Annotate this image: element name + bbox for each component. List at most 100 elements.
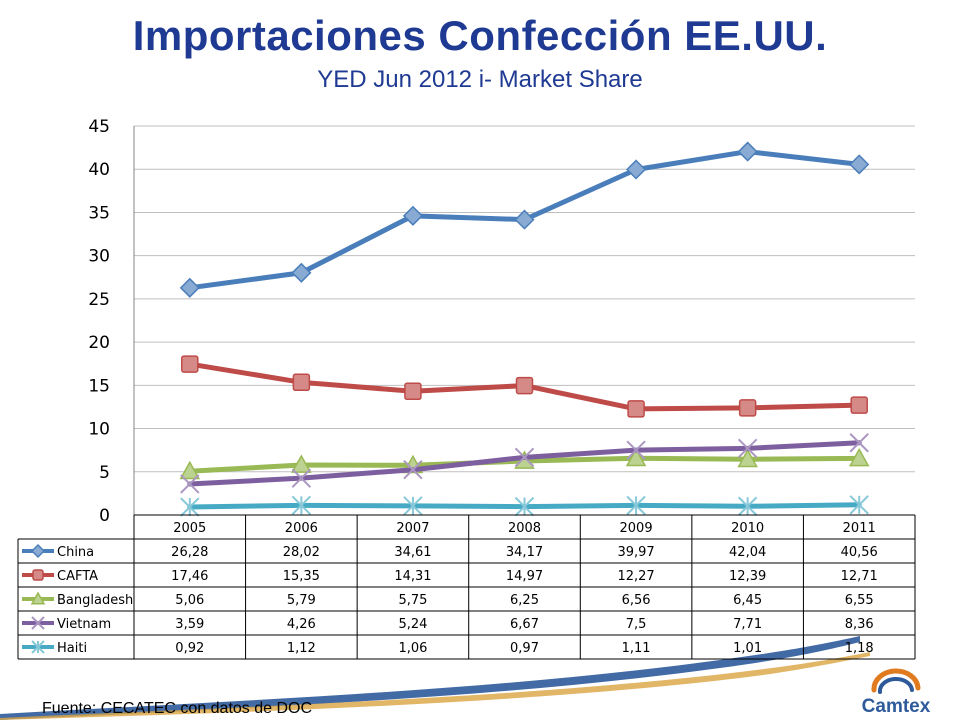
legend-entry: Vietnam	[57, 617, 111, 632]
data-point-bangladesh	[179, 460, 201, 480]
legend-marker	[30, 591, 46, 605]
table-cell: 12,71	[841, 569, 878, 584]
y-tick-label: 45	[88, 117, 110, 137]
y-tick-label: 0	[99, 506, 110, 526]
y-tick-label: 35	[88, 203, 110, 223]
data-point-vietnam	[180, 474, 200, 494]
series-china	[179, 141, 870, 298]
data-point-bangladesh	[625, 447, 647, 467]
legend-entry: Haiti	[57, 641, 87, 656]
x-tick-label: 2008	[508, 521, 541, 536]
x-tick-label: 2009	[620, 521, 653, 536]
table-cell: 8,36	[845, 617, 874, 632]
marker-stroke	[180, 474, 200, 494]
data-point-china	[179, 277, 200, 298]
table-cell: 5,24	[398, 617, 427, 632]
slide-subtitle: YED Jun 2012 i- Market Share	[317, 66, 643, 93]
table-cell: 12,39	[729, 569, 766, 584]
table-cell: 6,25	[510, 593, 539, 608]
data-point-vietnam	[514, 447, 535, 468]
legend-marker	[31, 640, 45, 654]
series-vietnam	[180, 433, 869, 494]
data-point-cafta	[181, 355, 199, 373]
footer-swoosh	[0, 636, 870, 720]
data-point-haiti	[180, 497, 200, 517]
table-cell: 5,75	[398, 593, 427, 608]
data-point-haiti	[514, 496, 535, 517]
data-point-bangladesh	[737, 448, 758, 468]
logo-arc-icon	[871, 668, 921, 693]
y-tick-label: 15	[88, 376, 110, 396]
legend-entry: Bangladesh	[57, 593, 133, 608]
table-cell: 6,56	[622, 593, 651, 608]
table-cell: 15,35	[283, 569, 320, 584]
table-cell: 12,27	[617, 569, 654, 584]
x-tick-label: 2010	[731, 521, 764, 536]
slide-title: Importaciones Confección EE.UU.	[132, 12, 828, 59]
camtex-logo: Camtex	[862, 668, 931, 717]
data-point-china	[737, 141, 758, 162]
table-cell: 26,28	[171, 545, 208, 560]
legend-key-vietnam	[22, 616, 54, 630]
source-note: Fuente: CECATEC con datos de DOC	[42, 700, 313, 717]
table-cell: 3,59	[175, 617, 204, 632]
table-cell: 34,61	[394, 545, 431, 560]
marker-stroke	[626, 440, 646, 460]
table-cell: 14,31	[394, 569, 431, 584]
table-cell: 14,97	[506, 569, 543, 584]
legend-key-bangladesh	[22, 591, 54, 605]
data-point-cafta	[627, 400, 645, 418]
table-cell: 7,5	[626, 617, 647, 632]
data-point-vietnam	[626, 440, 646, 460]
marker-stroke	[849, 433, 869, 453]
table-cell: 17,46	[171, 569, 208, 584]
x-tick-label: 2011	[843, 521, 876, 536]
legend-entry: CAFTA	[57, 569, 98, 584]
data-point-vietnam	[737, 438, 758, 459]
table-cell: 4,26	[287, 617, 316, 632]
y-tick-label: 25	[88, 290, 110, 310]
data-point-cafta	[404, 382, 422, 401]
table-cell: 1,01	[733, 641, 762, 656]
table-cell: 40,56	[841, 545, 878, 560]
data-point-vietnam	[403, 459, 423, 480]
y-tick-label: 40	[88, 160, 110, 180]
table-cell: 1,11	[622, 641, 651, 656]
data-point-haiti	[737, 496, 758, 516]
legend-marker	[32, 569, 44, 581]
data-point-cafta	[850, 396, 868, 414]
x-tick-label: 2005	[173, 521, 206, 536]
table-cell: 6,55	[845, 593, 874, 608]
data-point-haiti	[626, 495, 646, 516]
data-point-china	[626, 159, 647, 180]
x-tick-label: 2006	[285, 521, 318, 536]
marker-stroke	[514, 447, 535, 468]
table-cell: 0,92	[175, 641, 204, 656]
data-point-cafta	[515, 376, 534, 395]
legend-key-china	[22, 543, 54, 559]
table-cell: 5,06	[175, 593, 204, 608]
data-point-haiti	[291, 495, 312, 516]
marker-stroke	[31, 616, 45, 630]
marker-stroke	[291, 468, 312, 488]
data-point-cafta	[738, 399, 757, 417]
marker-stroke	[403, 459, 423, 480]
table-cell: 1,18	[845, 641, 874, 656]
legend-key-cafta	[22, 569, 54, 581]
data-point-vietnam	[291, 468, 312, 488]
data-point-cafta	[292, 373, 311, 392]
series-haiti	[180, 495, 869, 517]
series-cafta	[181, 355, 868, 418]
data-point-haiti	[849, 495, 869, 515]
table-cell: 39,97	[617, 545, 654, 560]
table-cell: 6,45	[733, 593, 762, 608]
table-cell: 34,17	[506, 545, 543, 560]
table-cell: 1,06	[398, 641, 427, 656]
data-point-bangladesh	[848, 447, 870, 467]
table-cell: 0,97	[510, 641, 539, 656]
marker-stroke	[737, 438, 758, 459]
y-tick-label: 30	[88, 247, 110, 267]
data-point-haiti	[403, 496, 423, 516]
logo-text: Camtex	[862, 696, 931, 717]
